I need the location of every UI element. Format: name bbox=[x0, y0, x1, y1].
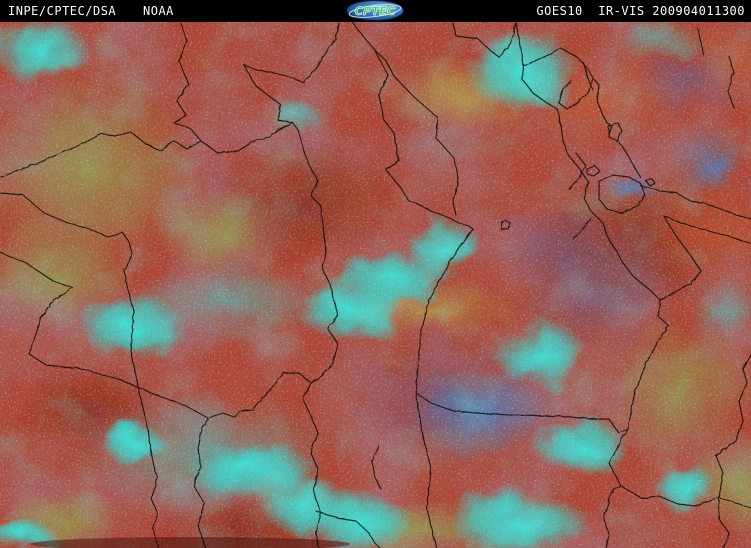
bottom-dark-band bbox=[30, 537, 350, 548]
satellite-scene-graphic bbox=[0, 22, 751, 548]
orbit-ring bbox=[348, 4, 402, 18]
satellite-image bbox=[0, 22, 751, 548]
noaa-label: NOAA bbox=[143, 4, 174, 18]
satellite-timestamp-label: GOES10 IR-VIS 200904011300 bbox=[536, 4, 745, 18]
cptec-logo-text: CPTEC bbox=[354, 4, 396, 18]
border-lines bbox=[0, 22, 751, 548]
yellow-speckle-layer bbox=[0, 22, 751, 548]
header-bar: INPE/CPTEC/DSA NOAA CPTEC GOES10 IR-VIS … bbox=[0, 0, 751, 22]
cptec-logo: CPTEC bbox=[347, 1, 403, 20]
agency-label: INPE/CPTEC/DSA bbox=[8, 4, 117, 18]
cptec-logo-graphic: CPTEC bbox=[348, 4, 402, 18]
